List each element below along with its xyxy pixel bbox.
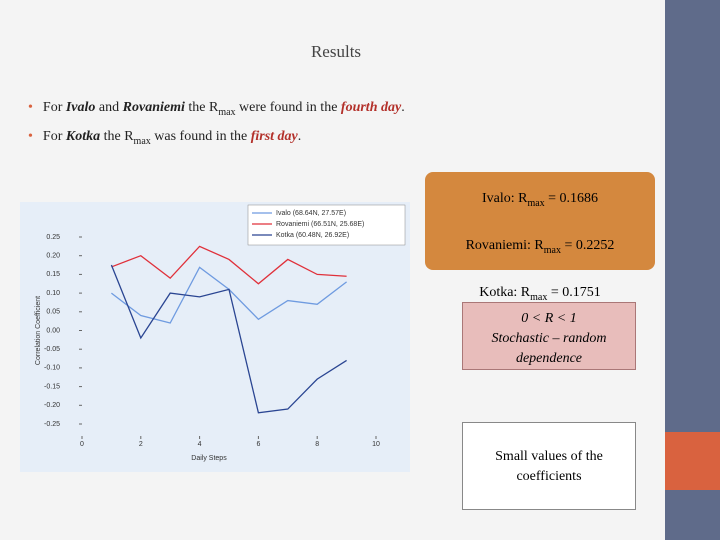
range-box: 0 < R < 1 Stochastic – random dependence <box>462 302 636 370</box>
legend-label: Kotka (60.48N, 26.92E) <box>276 232 349 239</box>
bullet-run: and <box>95 100 123 115</box>
series-line <box>110 264 347 414</box>
bullet-dot: • <box>28 128 33 144</box>
bullet-run: fourth day <box>340 100 402 115</box>
bullet-dot: • <box>28 100 33 115</box>
rmax-box: Ivalo: Rmax = 0.1686 Rovaniemi: Rmax = 0.… <box>425 172 655 302</box>
bullet-run: were found in the <box>235 100 341 115</box>
slide-title: Results <box>310 42 362 61</box>
y-tick-label: 0.20 <box>46 253 60 260</box>
bullet-list: • For Ivalo and Rovaniemi the Rmax were f… <box>28 96 405 154</box>
rmax-line: Ivalo: Rmax = 0.1686 <box>425 178 655 225</box>
x-tick-label: 10 <box>372 441 380 448</box>
side-accent <box>665 432 720 490</box>
x-tick-label: 0 <box>80 441 84 448</box>
x-tick-label: 2 <box>139 441 143 448</box>
bullet-run: was found in the <box>150 128 251 144</box>
bullet-run: max <box>218 106 236 118</box>
y-tick-label: 0.15 <box>46 271 60 278</box>
y-tick-label: -0.05 <box>44 346 60 353</box>
bullet: • For Ivalo and Rovaniemi the Rmax were f… <box>28 96 405 125</box>
chart-background <box>20 202 410 472</box>
bullet-run: For <box>42 100 66 115</box>
bullet-run: max <box>133 135 151 147</box>
bullet-run: Kotka <box>65 128 101 144</box>
y-tick-label: 0.05 <box>46 309 60 316</box>
y-tick-label: 0.00 <box>46 327 60 334</box>
x-tick-label: 8 <box>315 441 319 448</box>
series-line <box>111 245 347 285</box>
rmax-line: Kotka: Rmax = 0.1751 <box>425 272 655 319</box>
bullet-run: Ivalo <box>65 100 96 115</box>
rmax-run: max <box>527 197 545 209</box>
y-tick-label: -0.20 <box>44 402 60 409</box>
note-box: Small values of the coefficients <box>462 422 636 510</box>
rmax-run: Ivalo: R <box>481 191 528 206</box>
rmax-run: max <box>543 244 561 256</box>
legend-label: Ivalo (68.64N, 27.57E) <box>276 210 346 217</box>
range-text: 0 < R < 1 <box>521 311 577 326</box>
y-axis-label: Correlation Coefficient <box>35 296 42 365</box>
y-tick-label: -0.10 <box>44 365 60 372</box>
x-tick-label: 6 <box>256 441 260 448</box>
rmax-run: = 0.1751 <box>547 284 601 300</box>
rmax-line: Rovaniemi: Rmax = 0.2252 <box>425 225 655 272</box>
y-tick-label: 0.10 <box>46 290 60 297</box>
x-tick-label: 4 <box>198 441 202 448</box>
bullet-run: Rovaniemi <box>122 100 185 115</box>
bullet-run: . <box>297 128 302 144</box>
range-text: Stochastic – random dependence <box>491 331 607 366</box>
y-tick-label: -0.25 <box>44 421 60 428</box>
rmax-run: max <box>530 291 548 303</box>
legend-label: Rovaniemi (66.51N, 25.68E) <box>276 221 364 228</box>
legend-box <box>247 204 406 246</box>
bullet: • For Kotka the Rmax was found in the fir… <box>28 125 405 154</box>
chart: -0.25 -0.20 -0.15 -0.10 -0.05 0.00 0.05 0.10 0.1… <box>20 202 410 472</box>
bullet-run: . <box>401 100 405 115</box>
rmax-run: = 0.1686 <box>544 191 599 206</box>
bullet-run: the R <box>184 100 219 115</box>
rmax-run: Rovaniemi: R <box>465 237 544 253</box>
rmax-run: Kotka: R <box>479 284 531 300</box>
bullet-run: first day <box>250 128 298 144</box>
y-tick-label: 0.25 <box>46 234 60 241</box>
y-tick-label: -0.15 <box>44 383 60 390</box>
rmax-run: = 0.2252 <box>560 237 615 253</box>
bullet-run: the R <box>100 128 134 144</box>
x-axis-label: Daily Steps <box>191 455 227 462</box>
bullet-run: For <box>42 128 66 144</box>
